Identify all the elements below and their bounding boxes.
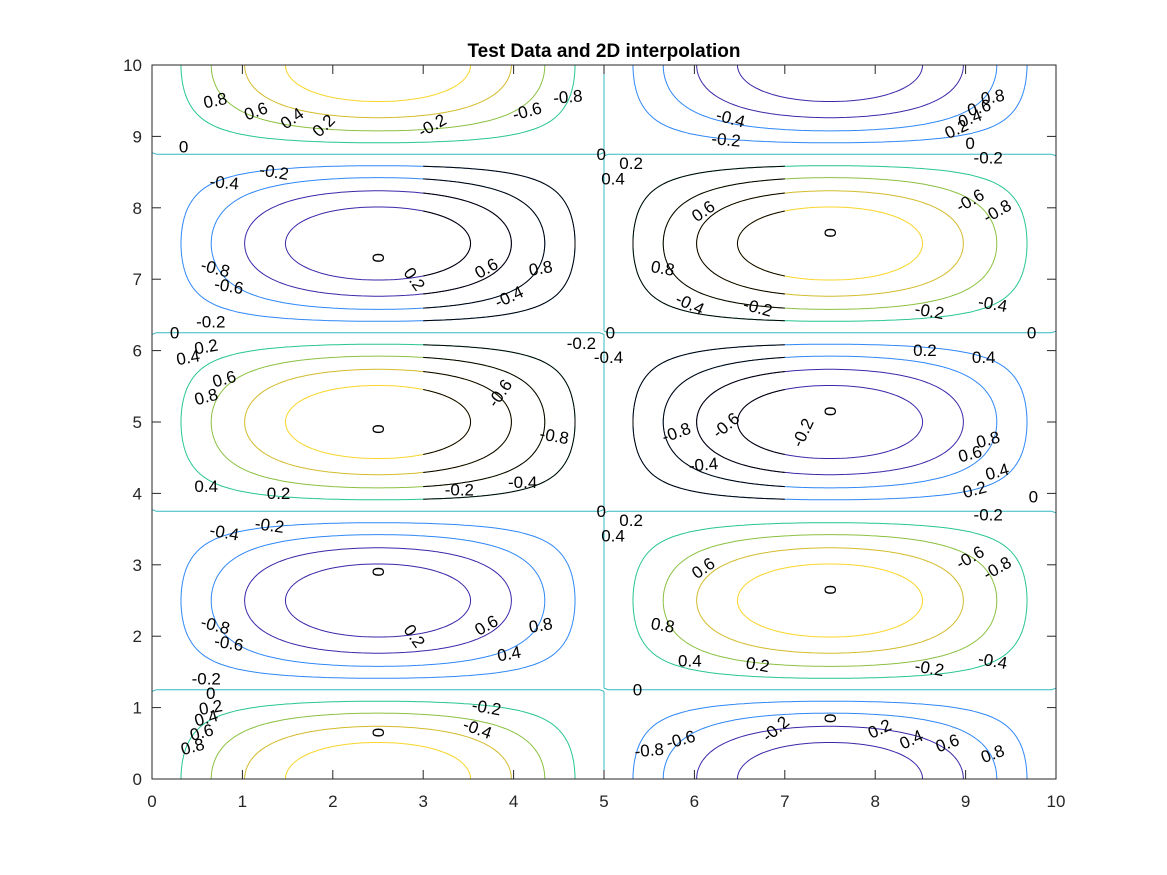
contour-label: -0.2 — [254, 514, 286, 537]
y-tick-label: 3 — [133, 556, 142, 575]
x-tick-label: 5 — [599, 792, 608, 811]
contour-label: -0.4 — [209, 172, 240, 193]
contour-label: 0 — [597, 502, 606, 521]
contour-label: 0 — [965, 134, 974, 153]
contour-label: 0 — [820, 714, 839, 723]
y-tick-label: 4 — [133, 484, 142, 503]
contour-label: -0.2 — [913, 656, 945, 680]
contour-label: 0 — [633, 680, 642, 699]
contour-label: -0.4 — [594, 348, 623, 367]
contour-label: -0.2 — [445, 480, 474, 499]
contour-label: 0 — [179, 138, 188, 157]
interpolation-contours — [423, 165, 785, 500]
y-tick-label: 0 — [133, 770, 142, 789]
contour-label: 0.2 — [619, 154, 643, 173]
contour-label: 0.8 — [649, 257, 676, 280]
x-tick-label: 4 — [509, 792, 518, 811]
contour-label: 0.4 — [496, 643, 523, 666]
contour-label: 0.8 — [202, 89, 229, 112]
y-tick-label: 9 — [133, 127, 142, 146]
contour-label: -0.4 — [208, 521, 240, 545]
contour-label: 0.8 — [649, 614, 676, 637]
contour-label: 0.2 — [267, 484, 291, 503]
contour-label: -0.2 — [913, 299, 945, 323]
contour-level-neg0.8 — [284, 65, 924, 779]
y-tick-label: 8 — [133, 199, 142, 218]
contour-label: 0 — [1029, 487, 1038, 506]
contour-label: 0.4 — [601, 527, 625, 546]
contour-level-0.6 — [423, 192, 785, 473]
contour-label: 0.8 — [527, 614, 554, 637]
y-tick-label: 5 — [133, 413, 142, 432]
contour-label: -0.4 — [508, 473, 537, 492]
contour-label: -0.2 — [258, 160, 290, 184]
contour-label: -0.6 — [213, 631, 245, 655]
contour-label: 0 — [368, 424, 387, 433]
contour-label: 0.4 — [194, 477, 218, 496]
contour-label: 0.4 — [175, 346, 202, 369]
x-tick-label: 8 — [870, 792, 879, 811]
contour-label: 0.8 — [527, 257, 554, 280]
contour-label: -0.2 — [196, 313, 225, 332]
contour-level-neg0.8 — [423, 210, 785, 455]
contour-level-neg0.4 — [423, 178, 785, 488]
contour-label: 0 — [597, 145, 606, 164]
contour-label: -0.2 — [192, 670, 221, 689]
contour-level-neg0.6 — [423, 192, 785, 473]
contour-label: 0 — [369, 253, 388, 262]
x-tick-label: 0 — [147, 792, 156, 811]
contour-label: 0.2 — [913, 341, 937, 360]
contour-label: 0 — [1027, 323, 1036, 342]
contour-label: 0 — [821, 407, 840, 416]
contour-label: -0.8 — [538, 424, 570, 448]
contour-label: -0.4 — [688, 454, 719, 475]
y-tick-label: 2 — [133, 627, 142, 646]
contour-label: 0.4 — [678, 652, 702, 671]
x-tick-label: 6 — [690, 792, 699, 811]
contour-label: 0.4 — [972, 348, 996, 367]
contour-label: -0.6 — [213, 274, 245, 298]
contour-label: -0.2 — [567, 334, 596, 353]
contour-label: 0.2 — [744, 653, 771, 676]
contour-label: -0.2 — [974, 505, 1003, 524]
x-tick-label: 9 — [961, 792, 970, 811]
contour-label: 0 — [368, 567, 387, 576]
contour-label: 0.2 — [193, 336, 220, 359]
x-tick-label: 1 — [238, 792, 247, 811]
contour-level-0 — [152, 65, 1056, 779]
contour-level-0.8 — [423, 210, 785, 455]
x-tick-label: 10 — [1047, 792, 1066, 811]
contour-level-neg0.2 — [423, 165, 785, 500]
contour-label: -0.4 — [977, 292, 1009, 316]
contour-label: -0.8 — [634, 740, 665, 761]
contour-label: 0.4 — [601, 170, 625, 189]
contour-label: 0 — [821, 228, 840, 237]
x-tick-label: 2 — [328, 792, 337, 811]
x-tick-label: 3 — [418, 792, 427, 811]
contour-level-0.2 — [423, 165, 785, 500]
chart-title: Test Data and 2D interpolation — [467, 41, 740, 62]
y-tick-label: 10 — [123, 56, 142, 75]
x-tick-label: 7 — [780, 792, 789, 811]
contour-label: 0 — [206, 684, 215, 703]
y-axis: 0 1 2 3 4 5 6 7 8 9 10 — [123, 56, 1056, 789]
contour-label: -0.2 — [974, 148, 1003, 167]
contour-label: -0.2 — [470, 696, 502, 720]
contour-label: -0.8 — [552, 86, 583, 107]
x-axis: 0 1 2 3 4 5 6 7 8 9 10 — [147, 65, 1065, 811]
y-tick-label: 6 — [133, 342, 142, 361]
contour-label: 0 — [369, 728, 388, 737]
y-tick-label: 1 — [133, 699, 142, 718]
contour-label: 0.2 — [619, 511, 643, 530]
contour-label: -0.4 — [977, 649, 1009, 673]
contour-label: 0 — [606, 323, 615, 342]
y-tick-label: 7 — [133, 270, 142, 289]
contour-label: -0.2 — [711, 129, 742, 150]
contour-label: 0 — [821, 585, 840, 594]
contour-label: 0.8 — [979, 86, 1006, 109]
contour-label: 0.2 — [197, 696, 224, 719]
contour-level-0.4 — [423, 178, 785, 488]
contour-label: 0 — [170, 323, 179, 342]
